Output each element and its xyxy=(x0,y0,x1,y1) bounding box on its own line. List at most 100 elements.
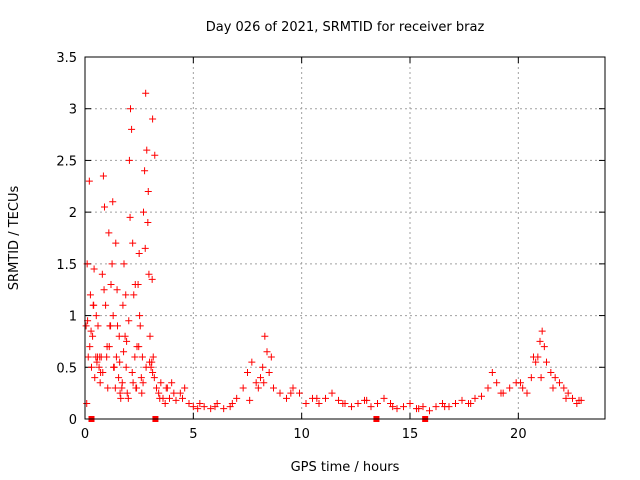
data-point xyxy=(569,394,576,402)
data-point xyxy=(114,322,121,330)
data-point xyxy=(138,353,146,361)
data-point xyxy=(138,389,146,397)
data-point xyxy=(415,405,423,413)
chart-title: Day 026 of 2021, SRMTID for receiver bra… xyxy=(206,20,485,35)
x-tick-label: 20 xyxy=(510,427,527,442)
data-point xyxy=(146,332,154,340)
data-point xyxy=(354,399,362,407)
data-point xyxy=(315,399,323,407)
data-point xyxy=(493,379,501,387)
data-point xyxy=(103,353,111,361)
y-tick-label: 1.5 xyxy=(56,258,77,273)
data-point xyxy=(83,399,91,407)
data-point xyxy=(142,363,150,371)
data-point xyxy=(389,403,397,411)
data-point xyxy=(143,146,151,154)
data-point xyxy=(549,384,557,392)
data-point xyxy=(380,394,388,402)
data-point xyxy=(123,389,131,397)
data-point xyxy=(125,317,133,325)
data-point xyxy=(96,379,104,387)
x-axis-label: GPS time / hours xyxy=(291,460,400,475)
data-point xyxy=(335,396,342,404)
data-point xyxy=(109,198,117,206)
data-point xyxy=(467,399,475,407)
data-point xyxy=(129,239,137,247)
data-point xyxy=(519,384,527,392)
data-point xyxy=(129,379,137,387)
data-point xyxy=(478,392,485,400)
data-point xyxy=(128,368,136,376)
data-point xyxy=(575,396,583,404)
data-point xyxy=(87,327,95,335)
data-point xyxy=(136,322,144,330)
data-point xyxy=(130,291,138,299)
data-point xyxy=(176,389,184,397)
x-tick-label: 5 xyxy=(189,427,197,442)
data-point xyxy=(170,389,178,397)
data-point xyxy=(276,389,284,397)
x-tick-label: 15 xyxy=(402,427,419,442)
data-point xyxy=(367,403,375,411)
data-point xyxy=(131,281,139,289)
data-point xyxy=(97,368,105,376)
data-point xyxy=(115,374,123,382)
data-point xyxy=(239,384,247,392)
data-point xyxy=(117,394,125,402)
data-point xyxy=(562,394,570,402)
data-point xyxy=(458,396,466,404)
data-point xyxy=(179,394,186,402)
data-point xyxy=(131,353,139,361)
data-point xyxy=(90,265,98,273)
data-point xyxy=(527,374,535,382)
data-point xyxy=(133,384,141,392)
data-point xyxy=(149,353,157,361)
data-point xyxy=(124,394,132,402)
y-tick-label: 3 xyxy=(69,103,77,118)
data-point xyxy=(168,379,176,387)
data-point xyxy=(200,403,208,411)
plot-frame xyxy=(84,56,606,420)
data-point xyxy=(302,399,310,407)
data-point xyxy=(484,384,492,392)
data-point xyxy=(426,407,433,415)
data-point xyxy=(537,374,545,382)
data-point xyxy=(551,374,559,382)
data-point xyxy=(98,270,106,278)
data-point xyxy=(100,286,108,294)
data-point xyxy=(118,379,126,387)
data-point xyxy=(122,363,130,371)
data-point xyxy=(101,203,108,211)
data-point xyxy=(471,394,479,402)
y-tick-label: 2 xyxy=(69,206,77,221)
data-point xyxy=(181,384,189,392)
data-point xyxy=(246,396,254,404)
data-point xyxy=(109,312,117,320)
data-point xyxy=(560,384,568,392)
data-point xyxy=(532,358,540,366)
data-point xyxy=(287,389,295,397)
data-point xyxy=(89,301,97,309)
data-point xyxy=(432,403,440,411)
ticks: 0 5 10 15 20 0 0.5 1 1.5 2 2.5 3 3.5 xyxy=(56,51,605,442)
data-point xyxy=(92,312,100,320)
data-point xyxy=(126,213,134,221)
data-point xyxy=(194,405,202,413)
data-point xyxy=(95,363,103,371)
data-point xyxy=(120,348,128,356)
data-point xyxy=(530,353,537,361)
data-point xyxy=(261,332,269,340)
y-axis-label: SRMTID / TECUs xyxy=(7,186,22,291)
data-point xyxy=(146,358,154,366)
data-point xyxy=(142,89,150,97)
data-point xyxy=(523,389,531,397)
data-point xyxy=(185,399,193,407)
y-tick-label: 0 xyxy=(69,413,77,428)
data-point xyxy=(107,281,115,289)
data-point xyxy=(112,239,120,247)
data-point xyxy=(328,389,336,397)
data-point xyxy=(91,374,99,382)
data-point xyxy=(94,322,102,330)
data-point xyxy=(85,177,93,185)
